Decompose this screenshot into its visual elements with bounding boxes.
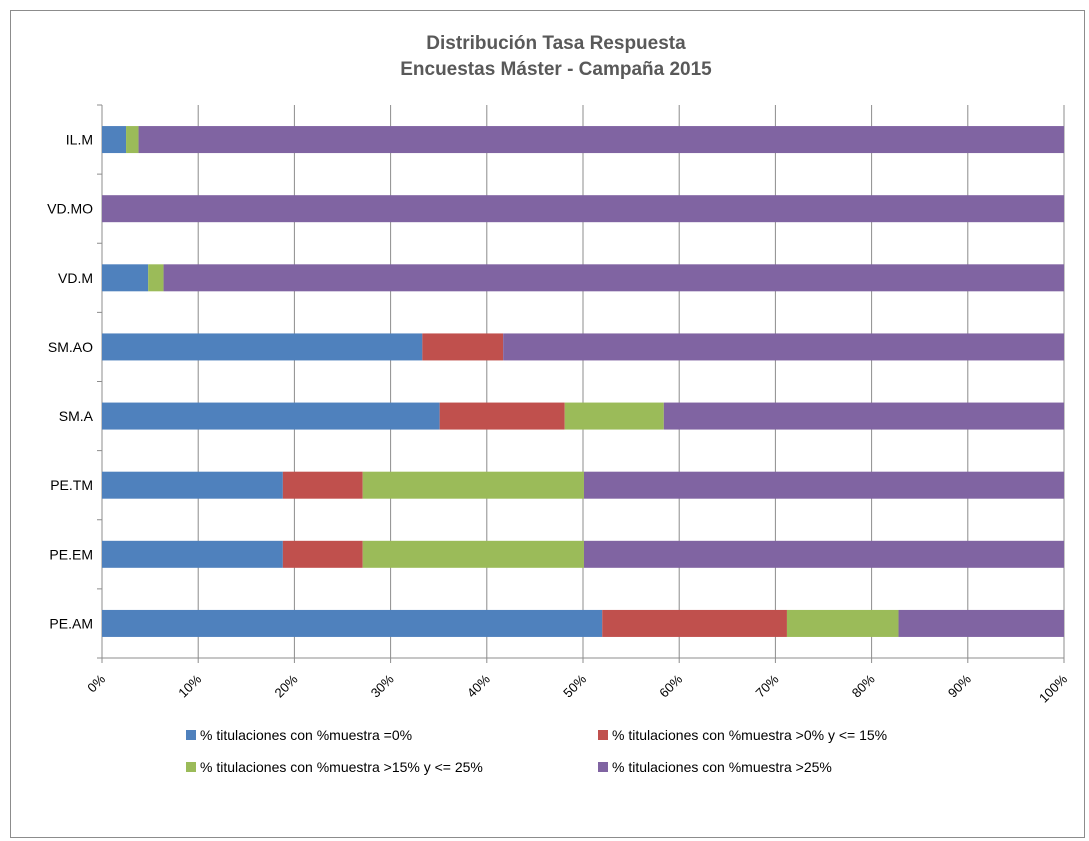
x-tick-label-4: 40%	[464, 671, 493, 700]
legend-label-1: % titulaciones con %muestra =0%	[200, 727, 412, 743]
x-tick-label-6: 60%	[656, 671, 685, 700]
x-tick-label-9: 90%	[945, 671, 974, 700]
x-tick-label-5: 50%	[560, 671, 589, 700]
x-tick-labels: 0% 10% 20% 30% 40% 50% 60% 70% 80% 90% 100%	[84, 671, 1070, 705]
category-label-sm-ao: SM.AO	[48, 339, 93, 355]
legend-swatch-2	[598, 730, 608, 740]
bar-sm-ao-series-4	[503, 333, 1064, 361]
gridlines	[101, 105, 1065, 658]
bar-vd-mo-series-4	[102, 195, 1064, 223]
category-label-pe-am: PE.AM	[49, 615, 93, 631]
chart-frame: Distribución Tasa Respuesta Encuestas Más…	[10, 10, 1085, 838]
x-tick-label-8: 80%	[849, 671, 878, 700]
bar-sm-a-series-1	[102, 402, 440, 430]
bar-pe-am-series-1	[102, 609, 603, 637]
bar-pe-em-series-2	[282, 540, 363, 568]
bar-sm-a-series-4	[663, 402, 1064, 430]
legend: % titulaciones con %muestra =0% % titulac…	[186, 727, 887, 775]
bar-sm-ao-series-2	[422, 333, 504, 361]
bar-pe-am-series-4	[898, 609, 1064, 637]
category-label-vd-m: VD.M	[58, 270, 93, 286]
legend-swatch-4	[598, 762, 608, 772]
category-label-vd-mo: VD.MO	[47, 201, 93, 217]
chart-title-line-1: Distribución Tasa Respuesta	[426, 33, 686, 54]
bar-pe-tm-series-3	[362, 471, 584, 499]
bar-pe-em-series-1	[102, 540, 283, 568]
x-tick-label-10: 100%	[1036, 671, 1070, 705]
legend-item-1: % titulaciones con %muestra =0%	[186, 727, 412, 743]
bar-vd-m-series-3	[148, 264, 164, 292]
bar-pe-tm-series-4	[583, 471, 1064, 499]
bar-pe-am-series-2	[602, 609, 787, 637]
chart-svg: Distribución Tasa Respuesta Encuestas Más…	[47, 33, 1070, 775]
bar-sm-a-series-2	[439, 402, 565, 430]
bar-il-m-series-1	[102, 126, 127, 154]
legend-item-4: % titulaciones con %muestra >25%	[598, 759, 832, 775]
bars	[102, 126, 1064, 637]
bar-pe-em-series-3	[362, 540, 584, 568]
category-label-pe-em: PE.EM	[49, 546, 93, 562]
chart-title-line-2: Encuestas Máster - Campaña 2015	[400, 59, 712, 80]
legend-swatch-1	[186, 730, 196, 740]
legend-swatch-3	[186, 762, 196, 772]
x-tick-label-0: 0%	[84, 671, 108, 695]
category-labels: IL.M VD.MO VD.M SM.AO SM.A PE.TM PE.EM PE.AM	[47, 132, 94, 632]
bar-sm-ao-series-1	[102, 333, 423, 361]
axes	[97, 104, 1065, 663]
x-tick-label-2: 20%	[272, 671, 301, 700]
legend-item-2: % titulaciones con %muestra >0% y <= 15%	[598, 727, 887, 743]
bar-vd-m-series-1	[102, 264, 149, 292]
category-label-sm-a: SM.A	[59, 408, 94, 424]
bar-pe-em-series-4	[583, 540, 1064, 568]
legend-label-3: % titulaciones con %muestra >15% y <= 25…	[200, 759, 483, 775]
bar-pe-tm-series-1	[102, 471, 283, 499]
x-tick-label-1: 10%	[175, 671, 204, 700]
bar-il-m-series-3	[126, 126, 139, 154]
bar-pe-am-series-3	[786, 609, 899, 637]
category-label-pe-tm: PE.TM	[50, 477, 93, 493]
legend-item-3: % titulaciones con %muestra >15% y <= 25…	[186, 759, 483, 775]
category-label-il-m: IL.M	[66, 132, 93, 148]
chart-title: Distribución Tasa Respuesta Encuestas Más…	[400, 33, 712, 80]
bar-pe-tm-series-2	[282, 471, 363, 499]
bar-il-m-series-4	[138, 126, 1064, 154]
legend-label-4: % titulaciones con %muestra >25%	[612, 759, 832, 775]
legend-label-2: % titulaciones con %muestra >0% y <= 15%	[612, 727, 887, 743]
bar-sm-a-series-3	[564, 402, 664, 430]
bar-vd-m-series-4	[163, 264, 1064, 292]
x-tick-label-7: 70%	[753, 671, 782, 700]
x-tick-label-3: 30%	[368, 671, 397, 700]
